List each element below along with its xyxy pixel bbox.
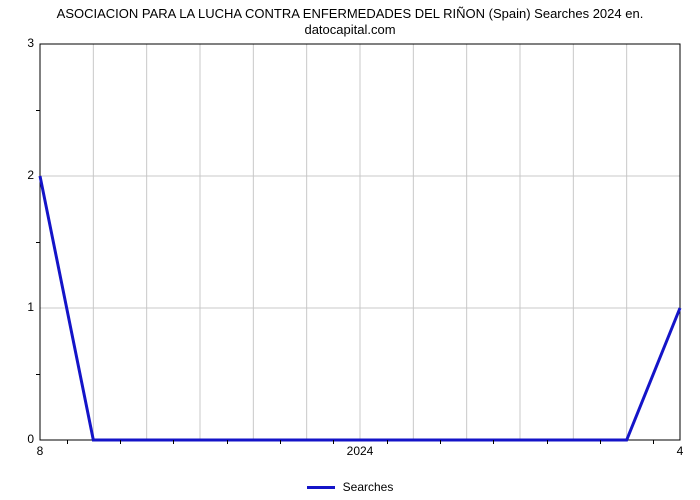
- y-axis-label: 3: [14, 36, 34, 50]
- plot-area: [40, 44, 680, 440]
- x-minor-tick: [493, 440, 494, 444]
- x-minor-tick: [67, 440, 68, 444]
- y-axis-label: 2: [14, 168, 34, 182]
- x-minor-tick: [227, 440, 228, 444]
- x-minor-tick: [440, 440, 441, 444]
- chart-title-line2: datocapital.com: [304, 22, 395, 37]
- y-minor-tick: [36, 110, 40, 111]
- y-minor-tick: [36, 374, 40, 375]
- chart-container: ASOCIACION PARA LA LUCHA CONTRA ENFERMED…: [0, 0, 700, 500]
- y-minor-tick: [36, 242, 40, 243]
- x-minor-tick: [120, 440, 121, 444]
- x-minor-tick: [333, 440, 334, 444]
- x-minor-tick: [280, 440, 281, 444]
- legend-swatch: [307, 486, 335, 489]
- plot-svg: [40, 44, 680, 440]
- legend-label: Searches: [343, 480, 394, 494]
- chart-title-line1: ASOCIACION PARA LA LUCHA CONTRA ENFERMED…: [57, 6, 644, 21]
- y-axis-label: 0: [14, 432, 34, 446]
- legend: Searches: [0, 480, 700, 494]
- x-minor-tick: [387, 440, 388, 444]
- x-axis-label: 4: [677, 444, 684, 458]
- chart-title: ASOCIACION PARA LA LUCHA CONTRA ENFERMED…: [0, 6, 700, 39]
- x-axis-label: 8: [37, 444, 44, 458]
- x-minor-tick: [653, 440, 654, 444]
- x-minor-tick: [547, 440, 548, 444]
- x-minor-tick: [600, 440, 601, 444]
- y-axis-label: 1: [14, 300, 34, 314]
- x-minor-tick: [173, 440, 174, 444]
- x-axis-label: 2024: [347, 444, 374, 458]
